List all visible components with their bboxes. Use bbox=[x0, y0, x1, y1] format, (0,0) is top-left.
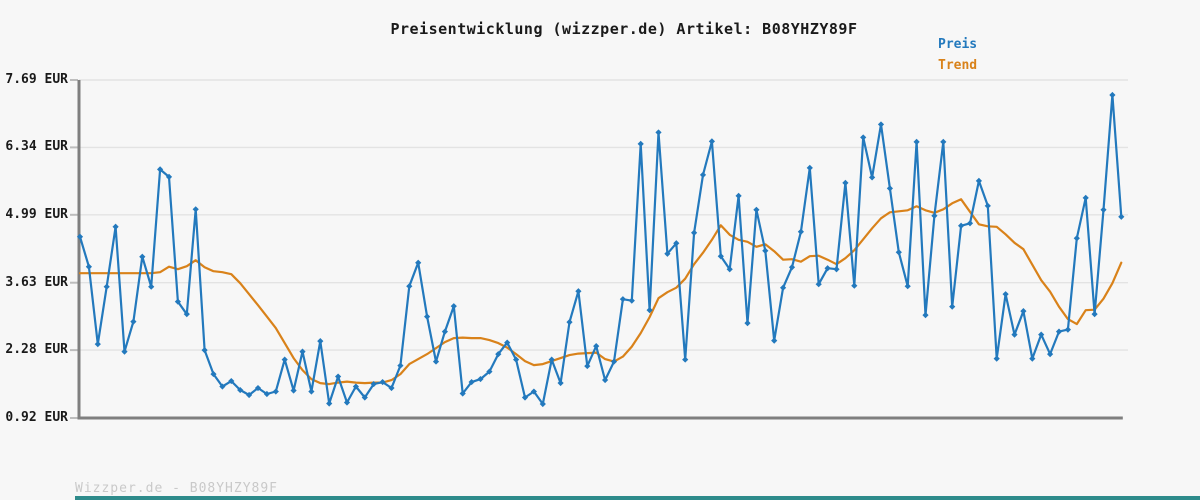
price-line bbox=[78, 93, 1123, 406]
bottom-accent-bar bbox=[75, 496, 1200, 500]
y-axis-label: 4.99 EUR bbox=[5, 206, 68, 222]
footer-watermark: Wizzper.de - B08YHZY89F bbox=[75, 481, 279, 496]
gridlines bbox=[79, 79, 1128, 351]
legend-item-trend: Trend bbox=[938, 58, 978, 73]
price-point-markers bbox=[76, 91, 1125, 408]
y-axis-label: 2.28 EUR bbox=[5, 342, 68, 358]
legend-item-preis: Preis bbox=[938, 37, 978, 52]
y-axis-label: 7.69 EUR bbox=[5, 72, 68, 87]
y-axis-ticks bbox=[70, 79, 78, 419]
legend: Preis Trend bbox=[938, 38, 1018, 73]
y-axis-label: 3.63 EUR bbox=[5, 274, 68, 290]
chart-title: Preisentwicklung (wizzper.de) Artikel: B… bbox=[390, 20, 858, 38]
y-axis-label: 0.92 EUR bbox=[5, 410, 68, 425]
y-axis-label: 6.34 EUR bbox=[5, 139, 68, 155]
axis-spines bbox=[77, 80, 1123, 420]
trend-line bbox=[78, 198, 1123, 386]
